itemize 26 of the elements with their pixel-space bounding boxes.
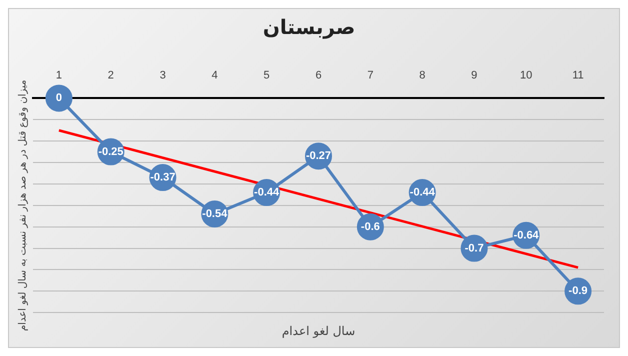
data-label: -0.44 xyxy=(254,186,280,199)
data-label: -0.27 xyxy=(306,150,332,162)
x-tick-label: 6 xyxy=(315,70,322,82)
point xyxy=(45,84,72,112)
data-label: -0.64 xyxy=(514,229,540,242)
data-label: -0.7 xyxy=(464,242,484,254)
x-axis-title: سال لغو اعدام xyxy=(282,324,356,338)
x-tick-label: 11 xyxy=(572,70,584,82)
data-label: -0.54 xyxy=(202,208,228,220)
x-tick-label: 2 xyxy=(108,70,114,82)
data-label: -0.6 xyxy=(360,220,380,233)
x-tick-label: 8 xyxy=(419,70,426,82)
data-label: -0.44 xyxy=(410,186,436,199)
x-tick-label: 7 xyxy=(367,70,374,82)
data-label: -0.37 xyxy=(150,172,176,184)
x-tick-label: 4 xyxy=(212,70,218,82)
x-tick-label: 5 xyxy=(264,70,270,82)
x-tick-label: 1 xyxy=(56,70,62,82)
data-label: -0.9 xyxy=(568,285,588,298)
x-tick-label: 9 xyxy=(471,70,478,82)
data-label: -0.25 xyxy=(98,146,124,158)
data-label: 0 xyxy=(56,92,62,104)
y-axis-title: میزان وقوع قتل در هر صد هزار نفر نسبت به سال لغو اعدام xyxy=(18,80,29,332)
x-tick-label: 10 xyxy=(520,70,532,82)
chart-title: صربستان xyxy=(262,15,356,40)
x-tick-label: 3 xyxy=(160,70,166,82)
